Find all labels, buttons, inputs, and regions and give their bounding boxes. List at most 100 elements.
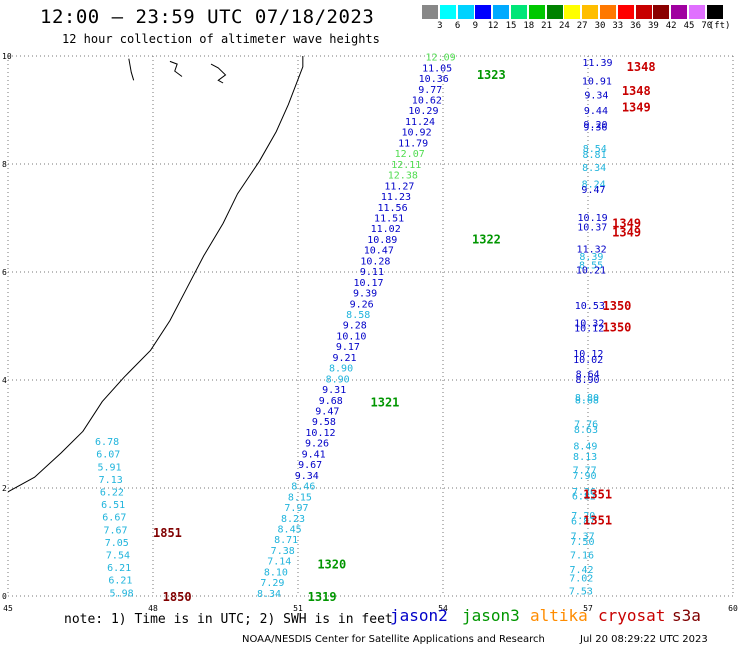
swh-observation: 7.97 bbox=[284, 503, 308, 514]
swh-observation: 7.37 bbox=[571, 532, 595, 543]
swh-observation: 8.46 bbox=[291, 482, 315, 493]
lon-tick-label: 45 bbox=[3, 604, 13, 613]
island-outline bbox=[128, 58, 135, 81]
colorbar-swatch bbox=[475, 5, 492, 19]
swh-observation: 9.39 bbox=[353, 289, 377, 300]
legend-altika: altika bbox=[530, 606, 588, 625]
lat-tick-label: 6 bbox=[2, 268, 7, 277]
swh-observation: 11.02 bbox=[371, 224, 401, 235]
swh-observation: 7.26 bbox=[572, 487, 596, 498]
swh-observation: 8.34 bbox=[582, 163, 606, 174]
orbit-number-label: 1351 bbox=[583, 513, 612, 527]
colorbar-swatch bbox=[653, 5, 670, 19]
legend-cryosat: cryosat bbox=[598, 606, 666, 625]
orbit-number-label: 1348 bbox=[627, 60, 656, 74]
swh-observation: 6.22 bbox=[100, 488, 124, 499]
swh-observation: 10.29 bbox=[408, 106, 438, 117]
lat-tick-label: 10 bbox=[2, 52, 12, 61]
swh-observation: 7.38 bbox=[271, 546, 295, 557]
orbit-number-label: 1350 bbox=[603, 321, 632, 335]
swh-observation: 5.98 bbox=[110, 588, 134, 599]
island-outline bbox=[210, 63, 227, 84]
swh-observation: 8.24 bbox=[582, 180, 606, 191]
lon-tick-label: 48 bbox=[148, 604, 158, 613]
swh-observation: 7.77 bbox=[573, 466, 597, 477]
swh-observation: 12.11 bbox=[391, 160, 421, 171]
swh-observation: 11.27 bbox=[384, 181, 414, 192]
lon-tick-label: 51 bbox=[293, 604, 303, 613]
swh-observation: 7.42 bbox=[570, 565, 594, 576]
swh-observation: 7.16 bbox=[570, 551, 594, 562]
generated-timestamp: Jul 20 08:29:22 UTC 2023 bbox=[580, 634, 708, 645]
swh-observation: 7.14 bbox=[267, 557, 291, 568]
swh-observation: 9.31 bbox=[322, 385, 346, 396]
swh-observation: 8.90 bbox=[575, 375, 599, 386]
swh-observation: 8.71 bbox=[274, 535, 298, 546]
orbit-number-label: 1349 bbox=[612, 216, 641, 230]
swh-observation: 8.34 bbox=[257, 589, 281, 600]
track-labels: 1323132213211320131913481348134913491349… bbox=[153, 60, 656, 604]
colorbar-tick-label: 70 bbox=[701, 21, 713, 31]
swh-observation: 9.58 bbox=[312, 417, 336, 428]
swh-observation: 6.51 bbox=[101, 500, 125, 511]
swh-observation: 9.47 bbox=[315, 407, 339, 418]
swh-observation: 9.68 bbox=[319, 396, 343, 407]
swh-observation: 7.05 bbox=[105, 538, 129, 549]
lat-tick-label: 4 bbox=[2, 376, 7, 385]
swh-observation: 10.17 bbox=[353, 278, 383, 289]
swh-observation: 8.55 bbox=[579, 261, 603, 272]
swh-observation: 9.77 bbox=[418, 85, 442, 96]
swh-observation: 8.10 bbox=[264, 567, 288, 578]
swh-observation: 9.34 bbox=[584, 90, 608, 101]
page-subtitle: 12 hour collection of altimeter wave hei… bbox=[62, 32, 380, 46]
colorbar-tick-label: 12 bbox=[487, 21, 499, 31]
orbit-number-label: 1319 bbox=[308, 590, 337, 604]
swh-observation: 6.82 bbox=[572, 492, 596, 503]
colorbar-tick-label: 6 bbox=[454, 21, 461, 31]
swh-observation: 9.47 bbox=[581, 185, 605, 196]
swh-observation: 9.41 bbox=[302, 449, 326, 460]
colorbar-tick-label: 18 bbox=[523, 21, 535, 31]
orbit-number-label: 1349 bbox=[622, 100, 651, 114]
orbit-number-label: 1351 bbox=[583, 487, 612, 501]
colorbar-tick-label: 24 bbox=[558, 21, 570, 31]
swh-observation: 10.53 bbox=[575, 301, 605, 312]
swh-observation: 7.90 bbox=[572, 471, 596, 482]
footer-note: note: 1) Time is in UTC; 2) SWH is in fe… bbox=[64, 612, 393, 627]
colorbar-swatch bbox=[422, 5, 438, 19]
colorbar-swatch bbox=[689, 5, 705, 19]
swh-observation: 8.68 bbox=[575, 396, 599, 407]
swh-observation: 8.64 bbox=[576, 370, 600, 381]
swh-observation: 8.90 bbox=[329, 364, 353, 375]
swh-observation: 5.91 bbox=[97, 462, 121, 473]
coastline bbox=[7, 56, 304, 493]
swh-observation: 9.17 bbox=[336, 342, 360, 353]
colorbar-swatch bbox=[600, 5, 616, 19]
colorbar-swatch bbox=[511, 5, 527, 19]
orbit-number-label: 1850 bbox=[163, 590, 192, 604]
lat-tick-label: 8 bbox=[2, 160, 7, 169]
swh-observation: 11.23 bbox=[381, 192, 411, 203]
swh-observation: 7.53 bbox=[569, 587, 593, 598]
colorbar-tick-label: 21 bbox=[541, 21, 553, 31]
swh-observation: 11.79 bbox=[398, 138, 428, 149]
credit-line: NOAA/NESDIS Center for Satellite Applica… bbox=[242, 634, 545, 645]
orbit-number-label: 1349 bbox=[612, 226, 641, 240]
swh-observation: 12.38 bbox=[388, 171, 418, 182]
page-title: 12:00 – 23:59 UTC 07/18/2023 bbox=[40, 6, 375, 28]
swh-observation: 12.09 bbox=[426, 53, 456, 64]
swh-observation: 10.89 bbox=[367, 235, 397, 246]
swh-observation: 7.02 bbox=[569, 574, 593, 585]
swh-observation: 11.05 bbox=[422, 63, 452, 74]
legend-s3a: s3a bbox=[672, 606, 701, 625]
swh-observation: 7.50 bbox=[570, 537, 594, 548]
colorbar-tick-label: 30 bbox=[594, 21, 606, 31]
swh-observation: 8.23 bbox=[281, 514, 305, 525]
colorbar-tick-label: 3 bbox=[437, 21, 443, 31]
swh-observation: 10.12 bbox=[574, 324, 604, 335]
colorbar-tick-label: 9 bbox=[472, 21, 479, 31]
swh-observation: 8.13 bbox=[573, 452, 597, 463]
colorbar-swatch bbox=[439, 5, 456, 19]
colorbar-swatch bbox=[706, 5, 723, 19]
